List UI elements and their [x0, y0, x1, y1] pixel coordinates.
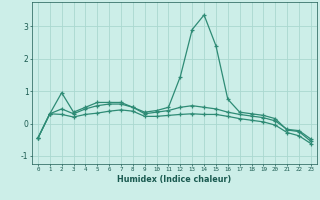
X-axis label: Humidex (Indice chaleur): Humidex (Indice chaleur) — [117, 175, 232, 184]
